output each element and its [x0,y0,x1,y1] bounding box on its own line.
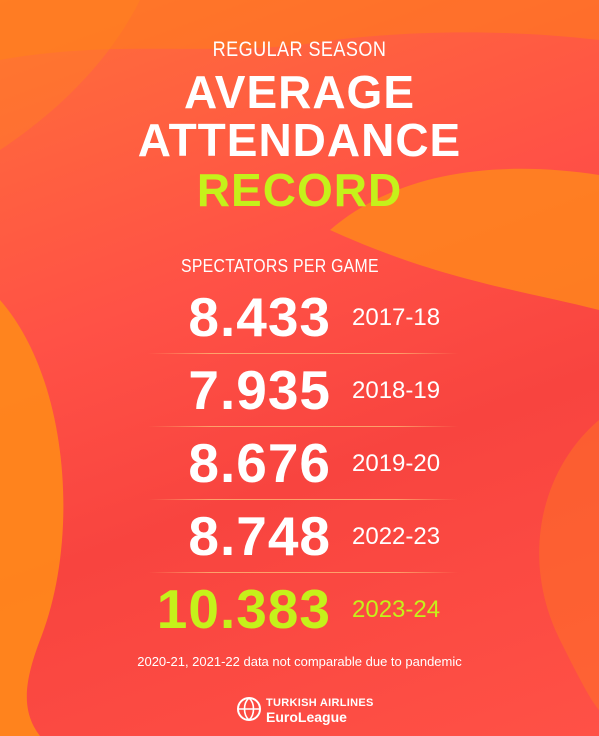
attendance-value: 8.676 [188,432,331,494]
attendance-row: 7.935 2018-19 [0,354,599,427]
attendance-row: 8.748 2022-23 [0,500,599,573]
title-line-1: AVERAGE [183,66,416,118]
attendance-row: 8.676 2019-20 [0,427,599,500]
attendance-value: 10.383 [156,578,331,640]
attendance-value: 8.748 [188,505,331,567]
attendance-row: 8.433 2017-18 [0,281,599,354]
section-label: SPECTATORS PER GAME [181,256,379,276]
season-label: 2019-20 [352,450,441,477]
row-divider [148,499,458,500]
title-line-2: ATTENDANCE [137,114,462,166]
row-divider [148,572,458,573]
season-label: 2022-23 [352,523,441,550]
attendance-row-record: 10.383 2023-24 [0,573,599,646]
season-label: 2017-18 [352,304,441,331]
row-divider [148,353,458,354]
season-label: 2018-19 [352,377,441,404]
euroleague-ball-icon [237,697,261,721]
season-label: 2023-24 [352,596,441,623]
logo-sponsor-text: TURKISH AIRLINES [266,697,374,709]
row-divider [148,426,458,427]
footnote: 2020-21, 2021-22 data not comparable due… [137,654,462,669]
attendance-value: 7.935 [188,359,331,421]
euroleague-logo: TURKISH AIRLINES EuroLeague [236,694,376,728]
attendance-value: 8.433 [188,286,331,348]
logo-brand-text: EuroLeague [266,709,347,725]
title-line-3: RECORD [196,164,403,216]
subtitle: REGULAR SEASON [212,38,387,61]
